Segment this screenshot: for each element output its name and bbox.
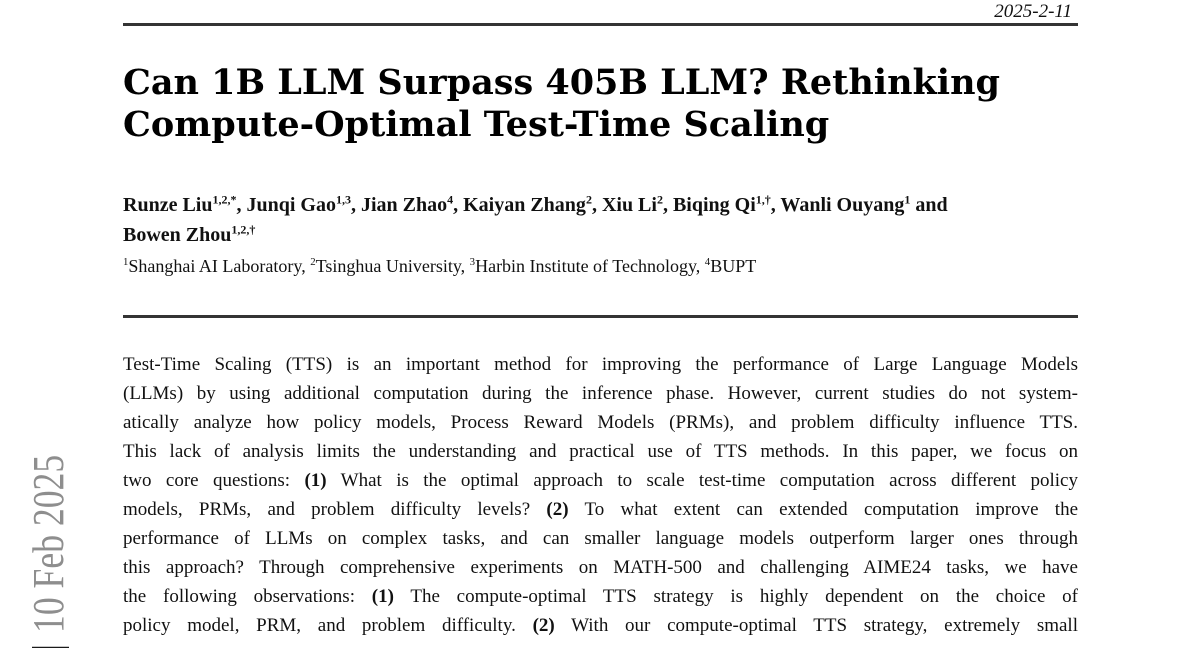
header-date: 2025-2-11: [994, 1, 1072, 22]
watermark-category-text: [cs.CL]: [24, 644, 73, 648]
text-line: Runze Liu1,2,*, Junqi Gao1,3, Jian Zhao4…: [123, 192, 948, 216]
text-line: performance of LLMs on complex tasks, an…: [123, 528, 1078, 549]
text-line: Test-Time Scaling (TTS) is an important …: [123, 354, 1078, 375]
text-line: models, PRMs, and problem difficulty lev…: [123, 499, 1079, 520]
paper-title: Can 1B LLM Surpass 405B LLM? Rethinking C…: [123, 62, 1078, 146]
header-rule: [123, 23, 1078, 26]
text-line: Compute-Optimal Test-Time Scaling: [123, 104, 830, 145]
text-line: the following observations: (1) The comp…: [123, 586, 1078, 607]
text-line: (LLMs) by using additional computation d…: [123, 383, 1078, 404]
text-line: policy model, PRM, and problem difficult…: [123, 615, 1078, 636]
text-line: two core questions: (1) What is the opti…: [123, 470, 1078, 491]
text-line: this approach? Through comprehensive exp…: [123, 557, 1078, 578]
affiliation-list: 1Shanghai AI Laboratory, 2Tsinghua Unive…: [123, 254, 1078, 278]
abstract-text: Test-Time Scaling (TTS) is an important …: [123, 350, 1078, 640]
watermark-date-text: 10 Feb 2025: [24, 454, 73, 633]
text-line: Can 1B LLM Surpass 405B LLM? Rethinking: [123, 62, 1000, 103]
abstract-rule: [123, 315, 1078, 318]
text-line: Bowen Zhou1,2,†: [123, 222, 256, 246]
author-list: Runze Liu1,2,*, Junqi Gao1,3, Jian Zhao4…: [123, 190, 1078, 250]
text-line: This lack of analysis limits the underst…: [123, 441, 1078, 462]
text-line: atically analyze how policy models, Proc…: [123, 412, 1078, 433]
text-line: 1Shanghai AI Laboratory, 2Tsinghua Unive…: [123, 256, 757, 276]
